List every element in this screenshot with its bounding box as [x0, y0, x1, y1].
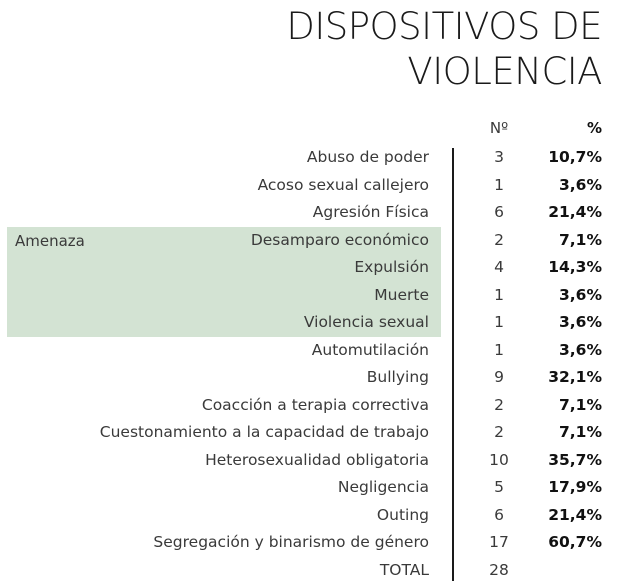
row-percent: 3,6% [559, 340, 602, 359]
row-count: 1 [494, 340, 504, 359]
table-row: Violencia sexual 1 3,6% [0, 309, 620, 336]
page-title: DISPOSITIVOS DE VIOLENCIA [286, 4, 602, 94]
row-percent: 7,1% [559, 230, 602, 249]
table-row: Acoso sexual callejero 1 3,6% [0, 172, 620, 199]
row-label: Desamparo económico [250, 230, 429, 249]
row-label: Coacción a terapia correctiva [201, 395, 429, 414]
row-label: Bullying [366, 368, 429, 386]
table-row: Desamparo económico 2 7,1% [0, 227, 620, 254]
row-percent: 3,6% [559, 175, 602, 194]
title-line-2: VIOLENCIA [407, 50, 602, 93]
table-row: Outing 6 21,4% [0, 502, 620, 529]
table-row: Bullying 9 32,1% [0, 364, 620, 391]
row-count: 2 [494, 230, 504, 249]
row-count: 5 [494, 478, 504, 496]
row-label: Acoso sexual callejero [257, 175, 429, 194]
row-percent: 14,3% [548, 258, 602, 276]
row-count: 1 [494, 175, 504, 194]
row-percent: 21,4% [548, 505, 602, 524]
row-count: 10 [489, 450, 509, 469]
row-count: 1 [494, 285, 504, 304]
title-line-1: DISPOSITIVOS DE [286, 5, 602, 48]
row-count: 6 [494, 505, 504, 524]
row-label: Heterosexualidad obligatoria [205, 450, 429, 469]
row-percent: 35,7% [548, 450, 602, 469]
row-percent: 21,4% [548, 203, 602, 221]
column-divider [452, 148, 454, 581]
row-count: 2 [494, 395, 504, 414]
row-percent: 60,7% [548, 533, 602, 551]
row-percent: 17,9% [548, 478, 602, 496]
row-label: Negligencia [337, 478, 429, 496]
row-count: 6 [494, 203, 504, 221]
table-row: Agresión Física 6 21,4% [0, 199, 620, 226]
row-label: Outing [376, 505, 429, 524]
table-row: Segregación y binarismo de género 17 60,… [0, 529, 620, 556]
amenaza-group-highlight [7, 227, 441, 337]
total-label: TOTAL [379, 560, 429, 579]
row-count: 1 [494, 313, 504, 331]
table-row: Automutilación 1 3,6% [0, 337, 620, 364]
row-percent: 3,6% [559, 313, 602, 331]
row-label: Agresión Física [312, 203, 429, 221]
column-header-percent: % [586, 119, 602, 137]
row-count: 2 [494, 423, 504, 441]
row-label: Muerte [374, 285, 429, 304]
row-percent: 3,6% [559, 285, 602, 304]
row-label: Expulsión [354, 258, 429, 276]
table-row: Abuso de poder 3 10,7% [0, 144, 620, 171]
row-count: 4 [494, 258, 504, 276]
group-label-amenaza: Amenaza [15, 232, 85, 250]
table-row: Heterosexualidad obligatoria 10 35,7% [0, 447, 620, 474]
column-header-count: Nº [489, 119, 509, 137]
total-count: 28 [489, 560, 509, 579]
row-label: Segregación y binarismo de género [153, 533, 429, 551]
row-label: Violencia sexual [303, 313, 429, 331]
row-label: Cuestonamiento a la capacidad de trabajo [99, 423, 429, 441]
row-percent: 7,1% [559, 423, 602, 441]
total-row: TOTAL 28 [0, 557, 620, 584]
row-percent: 10,7% [548, 148, 602, 166]
row-count: 9 [494, 368, 504, 386]
table-row: Negligencia 5 17,9% [0, 474, 620, 501]
row-label: Abuso de poder [306, 148, 429, 166]
row-count: 17 [489, 533, 509, 551]
table-row: Coacción a terapia correctiva 2 7,1% [0, 392, 620, 419]
row-label: Automutilación [311, 340, 429, 359]
row-percent: 7,1% [559, 395, 602, 414]
table-row: Expulsión 4 14,3% [0, 254, 620, 281]
row-percent: 32,1% [548, 368, 602, 386]
table-row: Cuestonamiento a la capacidad de trabajo… [0, 419, 620, 446]
table-row: Muerte 1 3,6% [0, 282, 620, 309]
row-count: 3 [494, 148, 504, 166]
